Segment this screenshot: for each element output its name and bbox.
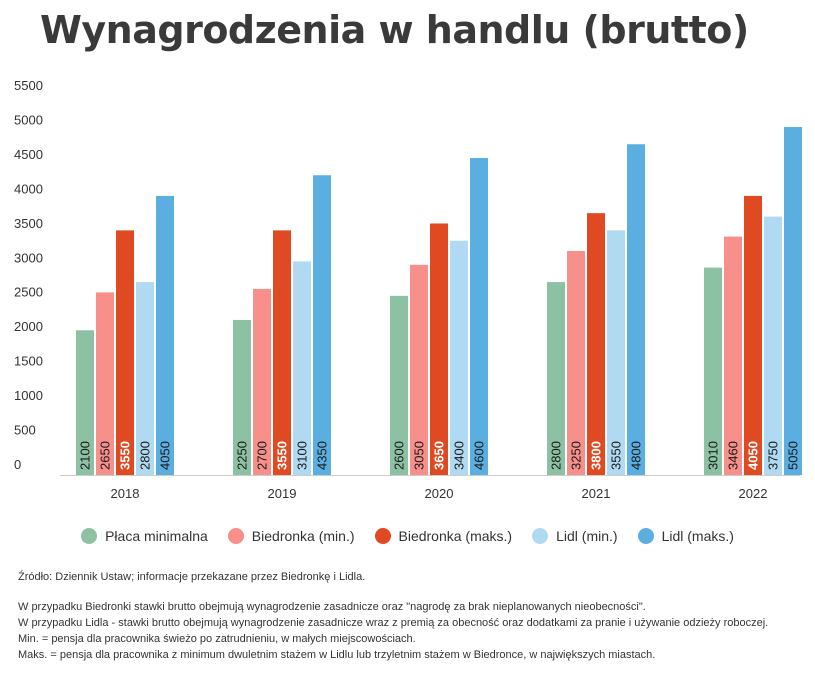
bar-value-label: 5050 <box>786 441 801 470</box>
y-tick-label: 4500 <box>14 147 43 162</box>
legend-item-biedronka-maks[interactable]: Biedronka (maks.) <box>374 528 513 544</box>
bar <box>430 223 448 475</box>
bar <box>587 213 605 476</box>
y-tick-label: 5000 <box>14 112 43 127</box>
bar-value-label: 3550 <box>118 441 133 470</box>
note-line: W przypadku Biedronki stawki brutto obej… <box>18 601 646 613</box>
x-tick-label: 2018 <box>111 486 140 501</box>
bar <box>136 282 154 475</box>
bar-value-label: 3550 <box>609 441 624 470</box>
bar <box>704 267 722 475</box>
y-tick-label: 3500 <box>14 216 43 231</box>
bar <box>293 261 311 475</box>
bar-value-label: 2100 <box>78 441 93 470</box>
bar <box>784 127 802 475</box>
bar-value-label: 3800 <box>589 441 604 470</box>
legend-label: Lidl (maks.) <box>661 528 734 544</box>
bar <box>450 240 468 475</box>
bar-value-label: 3010 <box>706 441 721 470</box>
bar <box>273 230 291 475</box>
y-tick-label: 1500 <box>14 354 43 369</box>
bar-value-label: 4050 <box>746 441 761 470</box>
chart-title: Wynagrodzenia w handlu (brutto) <box>40 8 749 52</box>
legend-label: Biedronka (min.) <box>251 528 355 544</box>
bar <box>724 236 742 475</box>
legend-swatch <box>532 528 549 544</box>
bar <box>253 288 271 475</box>
legend-swatch <box>81 528 98 544</box>
bar <box>470 158 488 475</box>
x-tick-label: 2019 <box>268 486 297 501</box>
legend-label: Płaca minimalna <box>105 528 208 544</box>
bar <box>96 292 114 475</box>
legend-item-lidl-min[interactable]: Lidl (min.) <box>532 528 618 544</box>
x-tick-label: 2022 <box>739 486 768 501</box>
legend-swatch <box>637 528 654 544</box>
bar <box>567 251 585 475</box>
bar <box>607 230 625 475</box>
bar-value-label: 4050 <box>158 441 173 470</box>
bar <box>547 282 565 475</box>
bar-value-label: 3750 <box>766 441 781 470</box>
bar-value-label: 2800 <box>549 441 564 470</box>
bar <box>76 330 94 475</box>
bar <box>313 175 331 475</box>
bar-value-label: 2600 <box>392 441 407 470</box>
bar-value-label: 4600 <box>472 441 487 470</box>
legend-item-placa-minimalna[interactable]: Płaca minimalna <box>81 528 208 544</box>
x-tick-label: 2021 <box>582 486 611 501</box>
bar <box>764 216 782 475</box>
bar <box>410 264 428 475</box>
bar <box>116 230 134 475</box>
bar-value-label: 2700 <box>255 441 270 470</box>
y-tick-label: 3000 <box>14 250 43 265</box>
note-line: W przypadku Lidla - stawki brutto obejmu… <box>18 617 769 629</box>
bar-chart: 0 500 1000 1500 2000 2500 3000 3500 4000 4500 5000… <box>14 78 802 501</box>
chart-notes: Źródło: Dziennik Ustaw; informacje przek… <box>18 569 808 663</box>
y-tick-label: 2500 <box>14 285 43 300</box>
chart-legend: Płaca minimalna Biedronka (min.) Biedron… <box>0 525 815 547</box>
bar-value-label: 3050 <box>412 441 427 470</box>
bar-value-label: 3100 <box>295 441 310 470</box>
y-tick-label: 0 <box>14 457 21 472</box>
bar-value-label: 4350 <box>315 441 330 470</box>
bar <box>627 144 645 475</box>
bar-value-label: 2800 <box>138 441 153 470</box>
bar <box>390 295 408 475</box>
bar <box>744 195 762 475</box>
note-line: Min. = pensja dla pracownika świeżo po z… <box>18 633 416 645</box>
y-tick-label: 4000 <box>14 181 43 196</box>
y-tick-label: 2000 <box>14 319 43 334</box>
legend-item-biedronka-min[interactable]: Biedronka (min.) <box>227 528 355 544</box>
legend-item-lidl-maks[interactable]: Lidl (maks.) <box>637 528 734 544</box>
bar-value-label: 4800 <box>629 441 644 470</box>
bar-value-label: 3550 <box>275 441 290 470</box>
bar-value-label: 3400 <box>452 441 467 470</box>
x-tick-label: 2020 <box>425 486 454 501</box>
source-note: Źródło: Dziennik Ustaw; informacje przek… <box>18 571 366 583</box>
legend-label: Biedronka (maks.) <box>398 528 513 544</box>
y-tick-label: 1000 <box>14 388 43 403</box>
bar-value-label: 3460 <box>726 441 741 470</box>
bar-value-label: 2650 <box>98 441 113 470</box>
bar <box>233 319 251 475</box>
bar-value-label: 3650 <box>432 441 447 470</box>
y-tick-label: 5500 <box>14 78 43 93</box>
bar-value-label: 2250 <box>235 441 250 470</box>
y-tick-label: 500 <box>14 423 36 438</box>
legend-swatch <box>227 528 244 544</box>
legend-swatch <box>374 528 391 544</box>
note-line: Maks. = pensja dla pracownika z minimum … <box>18 649 656 661</box>
bar-value-label: 3250 <box>569 441 584 470</box>
bar <box>156 195 174 475</box>
legend-label: Lidl (min.) <box>556 528 618 544</box>
